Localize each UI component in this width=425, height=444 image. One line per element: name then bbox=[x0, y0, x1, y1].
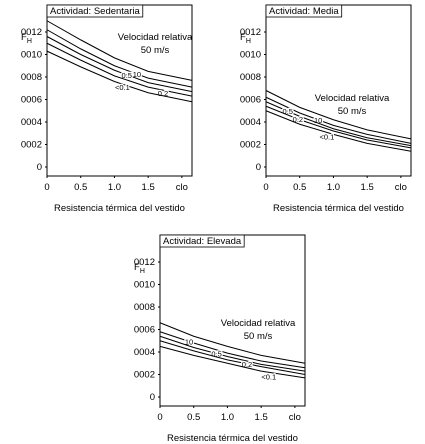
curve bbox=[46, 50, 193, 103]
curve-label: 0.5 bbox=[122, 71, 132, 80]
curve-label: <0.1 bbox=[261, 372, 276, 381]
x-tick-label: 0 bbox=[263, 182, 268, 193]
y-axis-label: FH bbox=[134, 262, 145, 275]
series-label: 50 m/s bbox=[338, 106, 367, 117]
x-axis-label: Resistencia térmica del vestido bbox=[54, 203, 185, 214]
y-tick-label: 0012 bbox=[240, 27, 261, 38]
annotation: Velocidad relativa bbox=[118, 32, 193, 43]
curve bbox=[159, 331, 306, 369]
curve bbox=[46, 36, 193, 93]
panel: 0 0002 0004 0006 0008 0010 0012 0 0.5 1.0 1.5 clo Re… bbox=[21, 4, 193, 214]
curve bbox=[265, 90, 412, 140]
curve-label: 0.2 bbox=[293, 115, 303, 124]
curve-label: <0.1 bbox=[319, 132, 334, 141]
y-tick-label: 0 bbox=[150, 392, 155, 403]
panel: 0 0002 0004 0006 0008 0010 0012 0 0.5 1.0 1.5 clo Re… bbox=[240, 4, 412, 214]
x-tick-label: 0 bbox=[157, 412, 162, 423]
curve-label: 0.5 bbox=[283, 107, 293, 116]
y-tick-label: 0010 bbox=[240, 50, 261, 61]
x-tick-label: 1.5 bbox=[361, 182, 374, 193]
x-tick-label: clo bbox=[176, 182, 188, 193]
y-axis-label-subscript: H bbox=[246, 38, 251, 45]
curve bbox=[265, 96, 412, 144]
x-tick-label: clo bbox=[289, 412, 301, 423]
curve-label: 10 bbox=[314, 116, 322, 125]
x-tick-label: clo bbox=[395, 182, 407, 193]
curve bbox=[159, 335, 306, 372]
panel-title: Actividad: Sedentaria bbox=[50, 6, 140, 17]
y-tick-label: 0004 bbox=[134, 347, 155, 358]
y-axis-label-main: F bbox=[134, 262, 140, 273]
curve-label: 0.5 bbox=[211, 350, 221, 359]
series-label: 50 m/s bbox=[141, 45, 170, 56]
y-tick-label: 0002 bbox=[21, 140, 42, 151]
y-axis-label: FH bbox=[240, 32, 251, 45]
x-tick-label: 0.5 bbox=[187, 412, 200, 423]
y-tick-label: 0 bbox=[256, 162, 261, 173]
curve-label: 0.2 bbox=[158, 89, 168, 98]
curve bbox=[159, 340, 306, 375]
curve bbox=[46, 29, 193, 88]
y-axis-label-subscript: H bbox=[27, 38, 32, 45]
y-tick-label: 0006 bbox=[240, 95, 261, 106]
y-tick-label: 0008 bbox=[134, 302, 155, 313]
annotation: Velocidad relativa bbox=[221, 318, 296, 329]
x-axis-label: Resistencia térmica del vestido bbox=[167, 433, 298, 444]
x-tick-label: 1.0 bbox=[221, 412, 234, 423]
y-tick-label: 0008 bbox=[21, 72, 42, 83]
x-tick-label: 0 bbox=[44, 182, 49, 193]
y-tick-label: 0010 bbox=[21, 50, 42, 61]
x-tick-label: 0.5 bbox=[293, 182, 306, 193]
y-tick-label: 0010 bbox=[134, 280, 155, 291]
y-tick-label: 0006 bbox=[134, 325, 155, 336]
curve bbox=[159, 322, 306, 364]
curve bbox=[265, 110, 412, 152]
panel-title: Actividad: Elevada bbox=[163, 236, 242, 247]
x-tick-label: 1.0 bbox=[108, 182, 121, 193]
x-tick-label: 1.0 bbox=[327, 182, 340, 193]
y-tick-label: 0012 bbox=[21, 27, 42, 38]
panel-title-box bbox=[265, 4, 343, 18]
panel-title-box bbox=[159, 234, 245, 248]
y-axis-label-main: F bbox=[240, 32, 246, 43]
curve bbox=[46, 20, 193, 81]
curve bbox=[265, 101, 412, 147]
curve bbox=[159, 345, 306, 379]
curve-label: 10 bbox=[185, 337, 193, 346]
annotation: Velocidad relativa bbox=[315, 93, 390, 104]
plot-frame bbox=[265, 4, 412, 177]
y-tick-label: 0012 bbox=[134, 257, 155, 268]
y-axis-label-main: F bbox=[21, 32, 27, 43]
series-label: 50 m/s bbox=[244, 331, 273, 342]
x-tick-label: 1.5 bbox=[255, 412, 268, 423]
curve-label: 0.2 bbox=[242, 360, 252, 369]
panel-title-box bbox=[46, 4, 144, 18]
y-axis-label: FH bbox=[21, 32, 32, 45]
y-axis-label-subscript: H bbox=[140, 268, 145, 275]
y-tick-label: 0008 bbox=[240, 72, 261, 83]
curve bbox=[265, 105, 412, 149]
y-tick-label: 0002 bbox=[134, 370, 155, 381]
y-tick-label: 0004 bbox=[21, 117, 42, 128]
curve bbox=[46, 42, 193, 97]
x-tick-label: 1.5 bbox=[142, 182, 155, 193]
y-tick-label: 0004 bbox=[240, 117, 261, 128]
curve-label: 10 bbox=[133, 70, 141, 79]
panel-title: Actividad: Media bbox=[269, 6, 339, 17]
y-tick-label: 0 bbox=[37, 162, 42, 173]
x-axis-label: Resistencia térmica del vestido bbox=[273, 203, 404, 214]
x-tick-label: 0.5 bbox=[74, 182, 87, 193]
y-tick-label: 0006 bbox=[21, 95, 42, 106]
curve-label: <0.1 bbox=[115, 83, 130, 92]
y-tick-label: 0002 bbox=[240, 140, 261, 151]
panel: 0 0002 0004 0006 0008 0010 0012 0 0.5 1.0 1.5 clo Re… bbox=[134, 234, 306, 444]
